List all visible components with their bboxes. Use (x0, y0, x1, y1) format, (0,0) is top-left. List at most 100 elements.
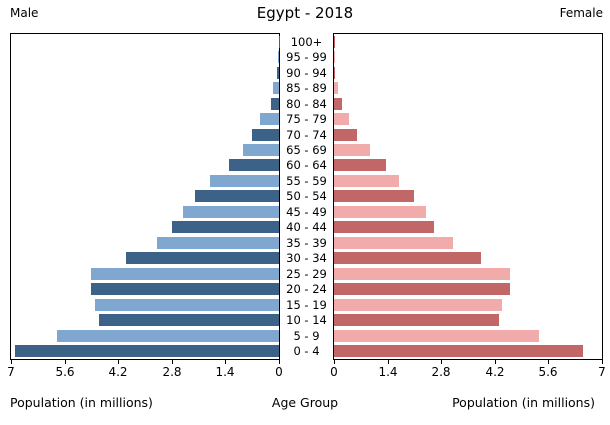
female-bar-row (334, 96, 602, 111)
age-group-label: 90 - 94 (286, 65, 327, 80)
male-bar-row (11, 297, 279, 312)
age-group-label: 80 - 84 (286, 96, 327, 111)
male-bar-row (11, 96, 279, 111)
age-group-label: 75 - 79 (286, 112, 327, 127)
x-axis-tick-mark (172, 360, 173, 364)
x-axis-tick-label: 2.8 (431, 365, 451, 379)
x-axis-tick-label: 4.2 (108, 365, 128, 379)
female-bar-row (334, 173, 602, 188)
age-group-label: 100+ (290, 34, 323, 49)
male-bar-row (11, 266, 279, 281)
female-bar-row (334, 266, 602, 281)
male-side-header: Male (10, 6, 39, 20)
male-bar-row (11, 204, 279, 219)
x-axis-tick-label: 7 (598, 365, 606, 379)
female-bar (334, 97, 342, 110)
female-bar-row (334, 127, 602, 142)
male-bar (229, 159, 279, 172)
male-bar (194, 190, 279, 203)
female-bar-row (334, 80, 602, 95)
age-group-label: 85 - 89 (286, 81, 327, 96)
female-bar (334, 113, 350, 126)
male-bar-row (11, 251, 279, 266)
female-bar (334, 205, 426, 218)
x-axis-tick-label: 0 (275, 365, 283, 379)
male-bar-row (11, 312, 279, 327)
female-bar (334, 144, 371, 157)
male-bar (171, 221, 279, 234)
female-bar (334, 314, 499, 327)
female-bar (334, 298, 503, 311)
female-bar (334, 174, 400, 187)
male-bar-row (11, 111, 279, 126)
age-group-label: 95 - 99 (286, 50, 327, 65)
y-axis-label-age-group: Age Group (271, 395, 339, 410)
age-group-label: 15 - 19 (286, 297, 327, 312)
female-bar (334, 190, 415, 203)
male-bars-panel (10, 33, 280, 360)
male-bar (99, 314, 279, 327)
female-bar (334, 345, 583, 358)
x-axis-tick-mark (225, 360, 226, 364)
x-axis-tick-mark (388, 360, 389, 364)
male-bar (242, 144, 279, 157)
x-axis-tick-mark (441, 360, 442, 364)
age-group-label: 70 - 74 (286, 127, 327, 142)
x-axis-tick-label: 0 (330, 365, 338, 379)
male-bar-row (11, 142, 279, 157)
female-bar-row (334, 220, 602, 235)
female-bar-row (334, 282, 602, 297)
female-bar (334, 221, 434, 234)
male-bar (210, 174, 279, 187)
female-bar (334, 128, 357, 141)
male-bar (56, 329, 279, 342)
x-axis-tick-mark (495, 360, 496, 364)
male-bar-row (11, 158, 279, 173)
female-bar (334, 159, 386, 172)
male-bar (14, 345, 279, 358)
x-axis-tick-label: 4.2 (485, 365, 505, 379)
female-bar-row (334, 49, 602, 64)
age-group-label: 0 - 4 (293, 344, 320, 359)
male-bar (91, 267, 279, 280)
x-axis-tick-mark (11, 360, 12, 364)
age-group-label: 35 - 39 (286, 235, 327, 250)
x-axis-tick-label: 7 (7, 365, 15, 379)
chart-title: Egypt - 2018 (256, 4, 354, 22)
age-group-label: 65 - 69 (286, 143, 327, 158)
female-bar-row (334, 34, 602, 49)
female-bar (334, 283, 511, 296)
female-bar-row (334, 189, 602, 204)
female-bar-row (334, 328, 602, 343)
male-bar-row (11, 80, 279, 95)
male-bar (271, 97, 279, 110)
x-axis-label-female: Population (in millions) (452, 395, 595, 410)
female-bar (334, 236, 453, 249)
age-group-label: 30 - 34 (286, 251, 327, 266)
male-bar (273, 82, 279, 95)
male-bar (91, 283, 279, 296)
x-axis-tick-label: 5.6 (538, 365, 558, 379)
female-bar-row (334, 251, 602, 266)
x-axis-tick-label: 2.8 (162, 365, 182, 379)
female-bar-row (334, 65, 602, 80)
female-bar (334, 82, 338, 95)
male-bar-row (11, 127, 279, 142)
age-group-label: 60 - 64 (286, 158, 327, 173)
x-axis-tick-mark (118, 360, 119, 364)
female-bar-row (334, 111, 602, 126)
male-bar (95, 298, 279, 311)
age-group-label: 55 - 59 (286, 173, 327, 188)
female-bar (334, 66, 336, 79)
female-bar-row (334, 204, 602, 219)
age-group-labels-column: 100+ 95 - 99 90 - 94 85 - 89 80 - 84 75 - 79 7… (280, 34, 333, 359)
male-bar-row (11, 189, 279, 204)
male-bar-row (11, 328, 279, 343)
male-bar (277, 66, 279, 79)
female-bar-row (334, 343, 602, 358)
age-group-label: 5 - 9 (293, 328, 320, 343)
age-group-label: 10 - 14 (286, 313, 327, 328)
female-bar-row (334, 297, 602, 312)
age-group-label: 40 - 44 (286, 220, 327, 235)
